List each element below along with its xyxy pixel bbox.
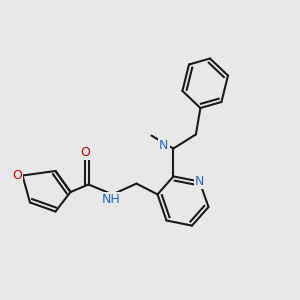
Text: NH: NH bbox=[102, 193, 120, 206]
Text: O: O bbox=[81, 146, 90, 159]
Text: N: N bbox=[159, 139, 169, 152]
Text: N: N bbox=[195, 175, 204, 188]
Text: O: O bbox=[12, 169, 22, 182]
